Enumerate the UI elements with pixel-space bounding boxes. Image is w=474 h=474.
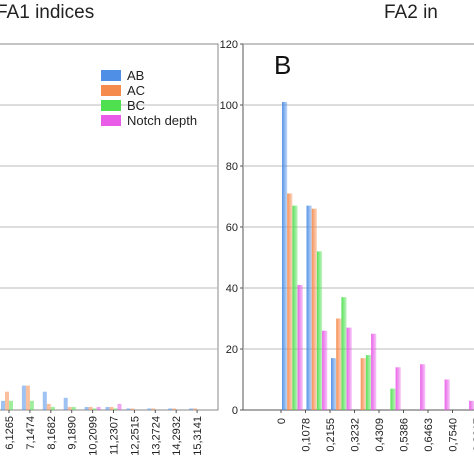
panel-b-bar — [444, 379, 450, 410]
panel-b-bar — [331, 358, 337, 410]
panel-b-bar — [360, 358, 366, 410]
panel-b-bar — [420, 364, 426, 410]
panel-a-bar — [147, 408, 152, 410]
legend-swatch — [101, 70, 121, 81]
panel-b-bar — [346, 327, 352, 410]
panel-b-bar — [336, 318, 342, 410]
panel-a-bar — [109, 406, 114, 410]
panel-a-bar — [88, 406, 93, 410]
legend-label: AC — [127, 83, 145, 98]
panel-a-bar — [21, 385, 26, 410]
panel-b-ytick-label: 60 — [226, 222, 238, 234]
panel-b-bar — [282, 101, 288, 410]
panel-b-bar — [395, 367, 401, 410]
panel-b-bar — [371, 333, 377, 410]
panel-b-bar — [292, 205, 298, 410]
panel-a-bar — [151, 408, 156, 410]
legend-swatch — [101, 115, 121, 126]
panel-a-xtick-label: 11,2307 — [109, 416, 121, 455]
panel-a-bar — [105, 406, 110, 410]
panel-a-xtick-label: 14,2932 — [171, 416, 183, 456]
panel-a-bar — [29, 400, 34, 410]
panel-a-bar — [168, 408, 173, 410]
panel-b-ytick-label: 100 — [220, 100, 238, 112]
panel-b-ytick-label: 20 — [226, 344, 238, 356]
panel-a-xtick-label: 8,1682 — [46, 416, 58, 450]
panel-b-bar — [287, 193, 293, 410]
panel-a-bar — [46, 403, 51, 410]
panel-b-ytick-label: 0 — [232, 405, 238, 417]
panel-b-ytick-label: 40 — [226, 283, 238, 295]
panel-a-bar — [126, 408, 131, 410]
panel-b-xtick-label: 0,3232 — [350, 418, 362, 452]
panel-b-bar — [341, 297, 347, 410]
panel-a-bar — [50, 406, 55, 410]
panel-a-xtick-label: 12,2515 — [129, 416, 141, 456]
panel-a-bar — [113, 408, 118, 410]
panel-a-bar — [172, 408, 177, 410]
panel-a-title: FA1 indices — [0, 2, 95, 23]
legend-swatch — [101, 85, 121, 96]
panel-b-bar — [365, 355, 372, 410]
panel-a-bar — [92, 408, 97, 410]
panel-b-bar — [297, 284, 303, 410]
panel-b-bar — [311, 208, 317, 410]
panel-a-bar — [189, 408, 194, 410]
panel-b-ytick-label: 80 — [226, 161, 238, 173]
panel-a-bar — [67, 406, 72, 410]
panel-a-xtick-label: 15,3141 — [192, 416, 204, 456]
legend-label: AB — [127, 68, 144, 83]
panel-b-bar — [322, 330, 328, 410]
panel-b-xtick-label: 0,6463 — [423, 418, 435, 452]
panel-a-bar — [42, 391, 47, 410]
panel-a-bar — [25, 385, 30, 410]
panel-a-xtick-label: 13,2724 — [150, 416, 162, 456]
panel-a-bar — [84, 406, 89, 410]
panel-b-xtick-label: 0,4309 — [374, 418, 386, 452]
panel-a-xtick-label: 10,2099 — [88, 416, 100, 456]
panel-a-bar — [193, 408, 198, 410]
panel-a-bar — [117, 403, 122, 410]
legend-label: Notch depth — [127, 113, 197, 128]
panel-b-xtick-label: 0,8617 — [472, 418, 474, 452]
panel-b-bar — [306, 205, 312, 410]
panel-b-xtick-label: 0,2155 — [325, 418, 337, 452]
panel-a-bar — [1, 400, 5, 410]
panel-b-xtick-label: 0,1078 — [301, 418, 313, 452]
legend-label: BC — [127, 98, 145, 113]
panel-a-bar — [5, 391, 9, 410]
panel-b-bar — [390, 388, 396, 410]
panel-a-bar — [96, 406, 101, 410]
panel-b-title: FA2 in — [384, 2, 438, 23]
panel-b-bar — [316, 251, 323, 410]
panel-a-bar — [9, 400, 13, 410]
panel-a-xtick-label: 9,1890 — [67, 416, 79, 450]
panel-b-xtick-label: 0,7540 — [448, 418, 460, 452]
panel-a-bar — [63, 397, 68, 410]
panel-a-bar — [71, 406, 76, 410]
panel-b-letter: B — [274, 50, 292, 80]
panel-b-bar — [469, 400, 474, 410]
panel-a-xtick-label: 6,1265 — [4, 416, 16, 450]
panel-b-ytick-label: 120 — [220, 39, 238, 51]
panel-a-bar — [130, 408, 135, 410]
panel-a-xtick-label: 7,1474 — [25, 416, 37, 450]
panel-b-xtick-label: 0 — [276, 418, 288, 424]
panel-b-xtick-label: 0,5386 — [399, 418, 411, 452]
legend-swatch — [101, 100, 121, 111]
